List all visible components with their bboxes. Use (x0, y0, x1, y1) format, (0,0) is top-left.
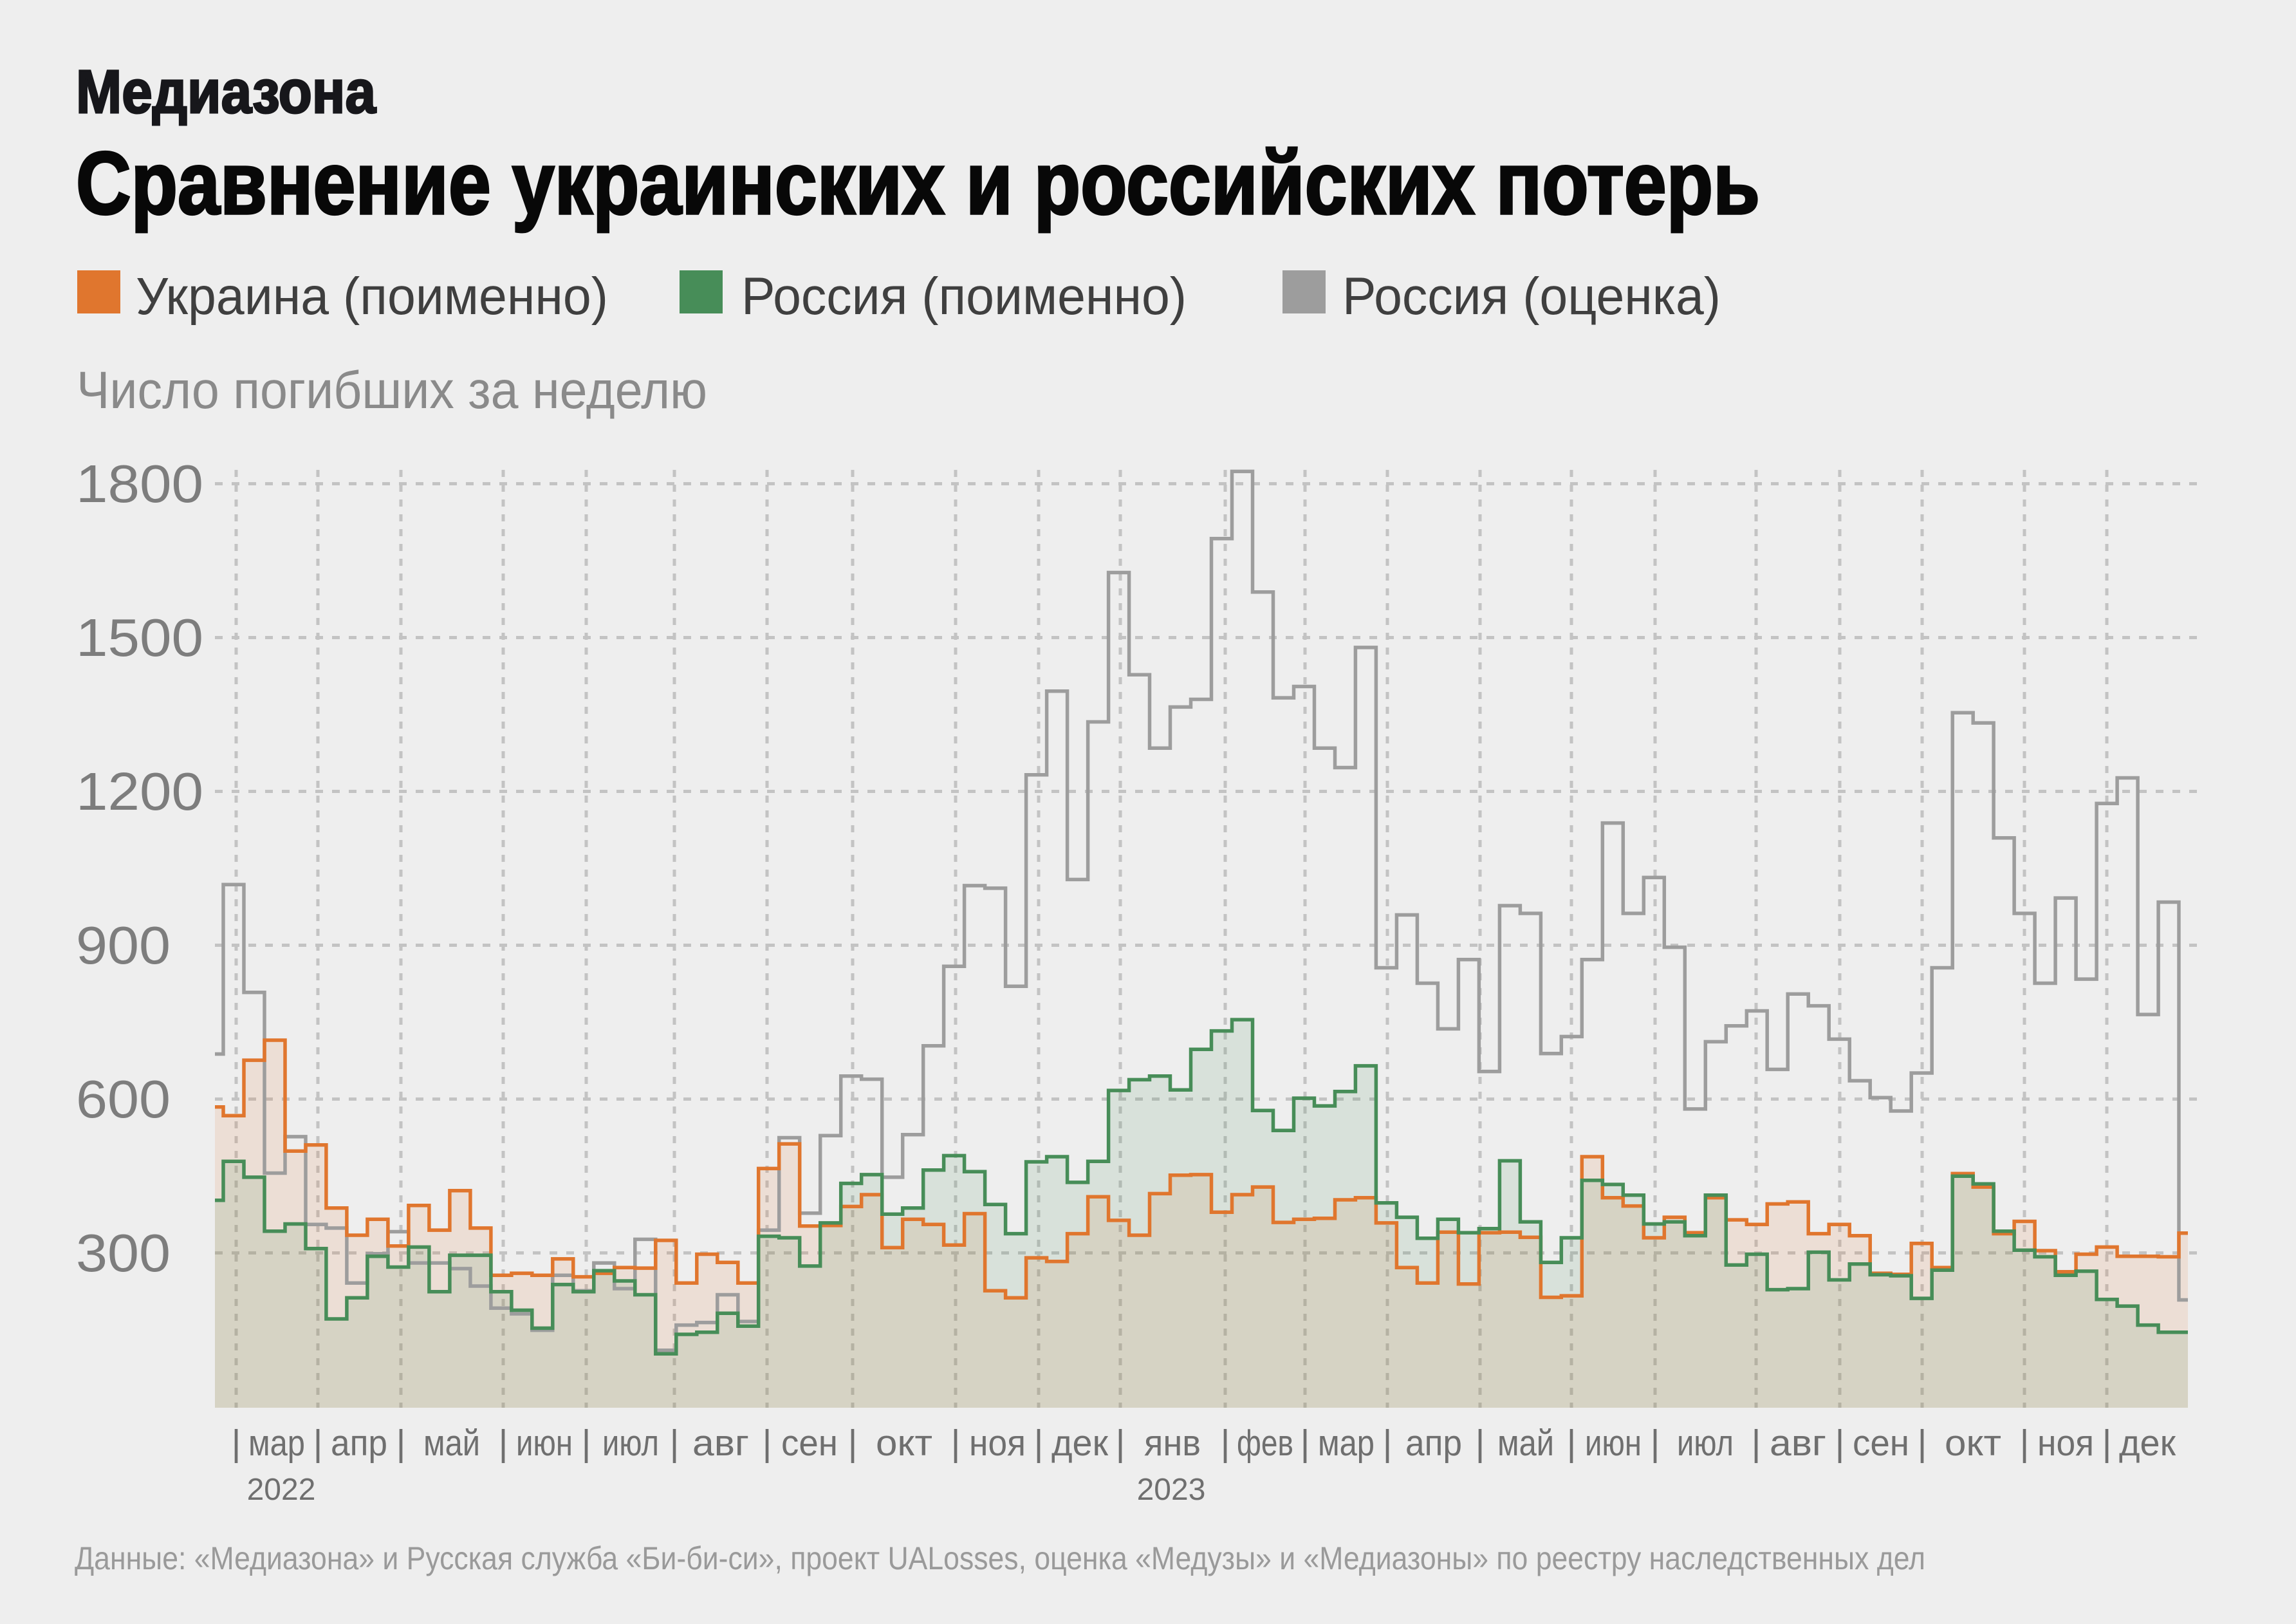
svg-text:|: | (1116, 1423, 1125, 1464)
svg-text:2022: 2022 (247, 1473, 316, 1507)
svg-text:900: 900 (76, 915, 171, 975)
svg-text:авг: авг (692, 1423, 749, 1464)
svg-text:|: | (670, 1423, 680, 1464)
svg-text:мар: мар (248, 1423, 305, 1464)
svg-text:июл: июл (602, 1423, 659, 1464)
svg-text:апр: апр (331, 1423, 387, 1464)
svg-text:ноя: ноя (969, 1423, 1026, 1464)
svg-text:дек: дек (1051, 1423, 1109, 1464)
svg-text:|: | (313, 1423, 323, 1464)
svg-text:дек: дек (2119, 1423, 2176, 1464)
svg-text:600: 600 (76, 1069, 171, 1129)
svg-text:1500: 1500 (76, 608, 203, 667)
svg-text:|: | (1383, 1423, 1393, 1464)
svg-text:300: 300 (76, 1223, 171, 1283)
svg-text:|: | (848, 1423, 858, 1464)
svg-text:|: | (499, 1423, 508, 1464)
svg-text:окт: окт (876, 1423, 932, 1464)
svg-text:Медиазона: Медиазона (76, 58, 376, 126)
svg-text:Россия (поименно): Россия (поименно) (741, 267, 1187, 326)
svg-text:|: | (1567, 1423, 1577, 1464)
svg-text:|: | (396, 1423, 406, 1464)
svg-text:янв: янв (1144, 1423, 1201, 1464)
svg-text:1800: 1800 (76, 454, 203, 514)
svg-text:июл: июл (1677, 1423, 1734, 1464)
svg-text:|: | (1221, 1423, 1230, 1464)
svg-text:сен: сен (1853, 1423, 1909, 1464)
svg-text:2023: 2023 (1137, 1473, 1206, 1507)
svg-text:|: | (1651, 1423, 1660, 1464)
svg-text:|: | (2102, 1423, 2112, 1464)
svg-text:окт: окт (1945, 1423, 2001, 1464)
svg-text:|: | (232, 1423, 241, 1464)
svg-text:авг: авг (1770, 1423, 1826, 1464)
svg-text:|: | (763, 1423, 772, 1464)
svg-text:1200: 1200 (76, 761, 203, 821)
svg-text:|: | (1835, 1423, 1845, 1464)
svg-text:|: | (1034, 1423, 1044, 1464)
svg-text:|: | (1301, 1423, 1310, 1464)
svg-text:апр: апр (1405, 1423, 1462, 1464)
svg-text:Число погибших за неделю: Число погибших за неделю (77, 361, 707, 420)
svg-text:|: | (951, 1423, 961, 1464)
svg-text:Сравнение украинских и российс: Сравнение украинских и российских потерь (76, 134, 1760, 233)
svg-text:Данные: «Медиазона» и Русская: Данные: «Медиазона» и Русская служба «Би… (75, 1540, 1925, 1576)
svg-text:ноя: ноя (2037, 1423, 2094, 1464)
svg-text:июн: июн (1585, 1423, 1642, 1464)
svg-text:сен: сен (781, 1423, 838, 1464)
svg-text:Россия (оценка): Россия (оценка) (1342, 267, 1721, 326)
svg-text:фев: фев (1237, 1423, 1293, 1464)
svg-text:май: май (423, 1423, 480, 1464)
svg-text:|: | (1918, 1423, 1927, 1464)
svg-text:май: май (1497, 1423, 1554, 1464)
svg-text:|: | (2020, 1423, 2030, 1464)
svg-text:|: | (1476, 1423, 1485, 1464)
svg-text:|: | (582, 1423, 591, 1464)
svg-text:Украина (поименно): Украина (поименно) (136, 267, 608, 326)
svg-text:|: | (1752, 1423, 1761, 1464)
svg-text:мар: мар (1318, 1423, 1375, 1464)
svg-text:июн: июн (516, 1423, 573, 1464)
